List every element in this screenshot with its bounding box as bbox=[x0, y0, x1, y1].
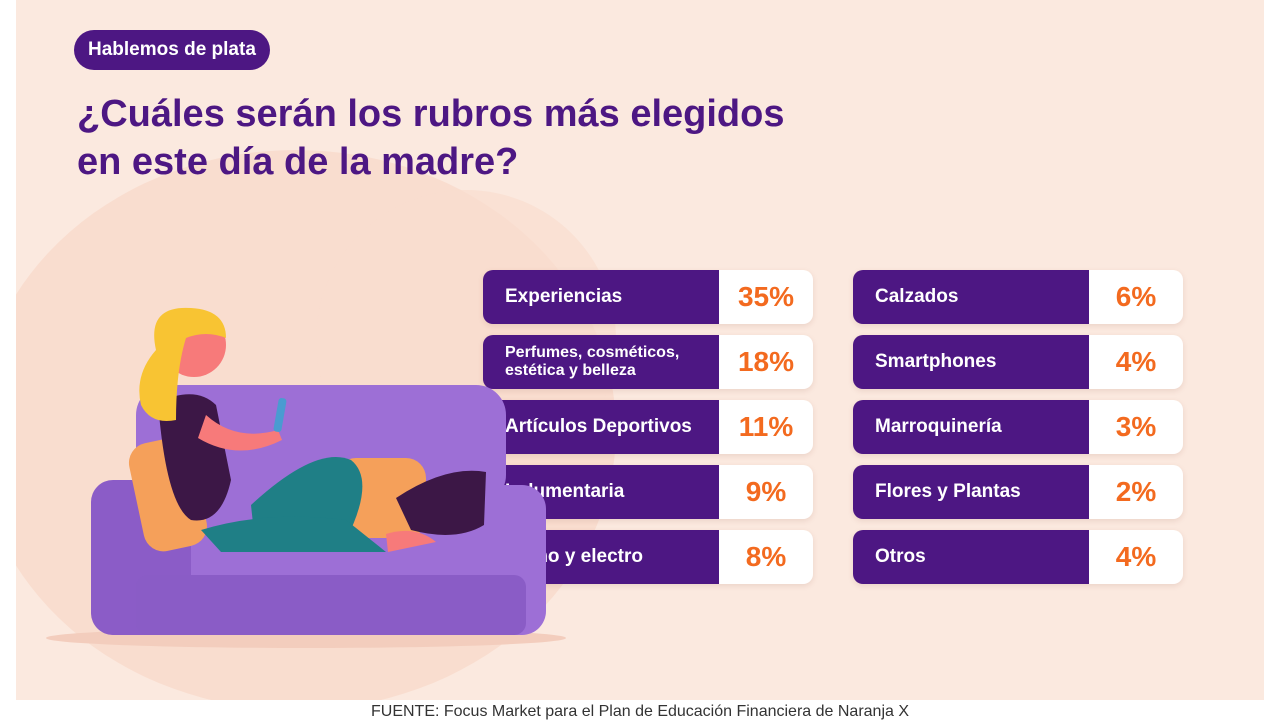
category-percentage: 18% bbox=[719, 335, 813, 389]
page-title: ¿Cuáles serán los rubros más elegidos en… bbox=[77, 90, 897, 186]
category-percentage: 6% bbox=[1089, 270, 1183, 324]
category-label: Otros bbox=[853, 530, 1089, 584]
category-percentage: 8% bbox=[719, 530, 813, 584]
category-label: Artículos Deportivos bbox=[483, 400, 719, 454]
category-label: Smartphones bbox=[853, 335, 1089, 389]
category-label: Marroquinería bbox=[853, 400, 1089, 454]
category-label: Experiencias bbox=[483, 270, 719, 324]
category-percentage: 2% bbox=[1089, 465, 1183, 519]
category-row: Flores y Plantas 2% bbox=[853, 465, 1183, 519]
category-label: Calzados bbox=[853, 270, 1089, 324]
category-percentage: 3% bbox=[1089, 400, 1183, 454]
category-percentage: 35% bbox=[719, 270, 813, 324]
title-line-2: en este día de la madre? bbox=[77, 141, 519, 183]
source-footer: FUENTE: Focus Market para el Plan de Edu… bbox=[370, 703, 910, 720]
category-row: Perfumes, cosméticos, estética y belleza… bbox=[483, 335, 813, 389]
title-line-1: ¿Cuáles serán los rubros más elegidos bbox=[77, 93, 785, 135]
category-row: Marroquinería 3% bbox=[853, 400, 1183, 454]
category-percentage: 4% bbox=[1089, 530, 1183, 584]
category-label: Perfumes, cosméticos, estética y belleza bbox=[483, 335, 719, 389]
category-percentage: 4% bbox=[1089, 335, 1183, 389]
woman-on-sofa-illustration bbox=[46, 307, 566, 648]
category-row: Experiencias 35% bbox=[483, 270, 813, 324]
category-label: Flores y Plantas bbox=[853, 465, 1089, 519]
category-row: Otros 4% bbox=[853, 530, 1183, 584]
category-badge: Hablemos de plata bbox=[74, 30, 270, 70]
category-percentage: 9% bbox=[719, 465, 813, 519]
category-percentage: 11% bbox=[719, 400, 813, 454]
category-row: Artículos Deportivos 11% bbox=[483, 400, 813, 454]
category-row: Smartphones 4% bbox=[853, 335, 1183, 389]
category-row: Calzados 6% bbox=[853, 270, 1183, 324]
